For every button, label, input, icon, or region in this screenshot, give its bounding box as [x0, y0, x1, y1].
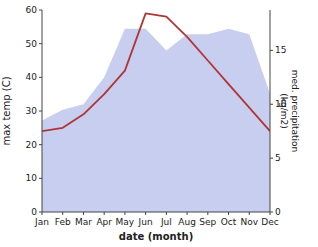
background — [0, 0, 318, 247]
y2-axis-line — [270, 10, 271, 212]
x-axis-line — [42, 212, 270, 213]
x-tick-label: Jun — [138, 217, 153, 227]
x-tick — [249, 212, 250, 215]
x-tick-label: Sep — [199, 217, 216, 227]
area — [42, 29, 270, 212]
y2-tick — [270, 212, 273, 213]
y-tick — [39, 10, 42, 11]
x-tick-label: May — [116, 217, 135, 227]
y2-tick-label: 0 — [275, 207, 281, 217]
y-tick-label: 0 — [31, 207, 37, 217]
y-tick-label: 10 — [26, 173, 38, 183]
x-tick — [207, 212, 208, 215]
x-tick — [145, 212, 146, 215]
x-tick-label: Jan — [34, 217, 49, 227]
y2-tick — [270, 50, 273, 51]
x-tick-label: Dec — [261, 217, 278, 227]
x-tick — [124, 212, 125, 215]
y-tick — [39, 212, 42, 213]
y-tick-label: 60 — [26, 5, 38, 15]
x-tick-label: Apr — [96, 217, 112, 227]
x-tick — [104, 212, 105, 215]
x-tick-label: Aug — [178, 217, 196, 227]
y-tick — [39, 144, 42, 145]
x-tick-label: Mar — [75, 217, 92, 227]
y2-tick — [270, 104, 273, 105]
x-tick — [62, 212, 63, 215]
y2-tick-label: 5 — [275, 153, 281, 163]
y-tick-label: 40 — [26, 72, 38, 82]
y2-tick-label: 15 — [275, 45, 286, 55]
y2-axis-label: med. precipitation(kg/m2) — [279, 70, 300, 152]
x-tick-label: Oct — [221, 217, 237, 227]
y2-axis-label-line: med. precipitation — [290, 70, 300, 152]
line — [42, 13, 270, 131]
x-tick — [187, 212, 188, 215]
y-tick — [39, 178, 42, 179]
x-axis-label: date (month) — [119, 231, 193, 242]
y-tick-label: 30 — [26, 106, 38, 116]
x-tick — [83, 212, 84, 215]
plot-area — [42, 13, 270, 212]
y-tick — [39, 77, 42, 78]
y-tick-label: 20 — [26, 140, 38, 150]
y-tick-label: 50 — [26, 39, 38, 49]
x-tick-label: Feb — [55, 217, 71, 227]
x-tick-label: Nov — [240, 217, 258, 227]
y2-tick — [270, 158, 273, 159]
y-axis-label: max temp (C) — [1, 76, 12, 145]
y-tick — [39, 43, 42, 44]
y2-axis-label-line: (kg/m2) — [279, 93, 289, 128]
x-tick — [166, 212, 167, 215]
x-tick — [228, 212, 229, 215]
x-tick-label: Jul — [160, 217, 172, 227]
y-tick — [39, 111, 42, 112]
